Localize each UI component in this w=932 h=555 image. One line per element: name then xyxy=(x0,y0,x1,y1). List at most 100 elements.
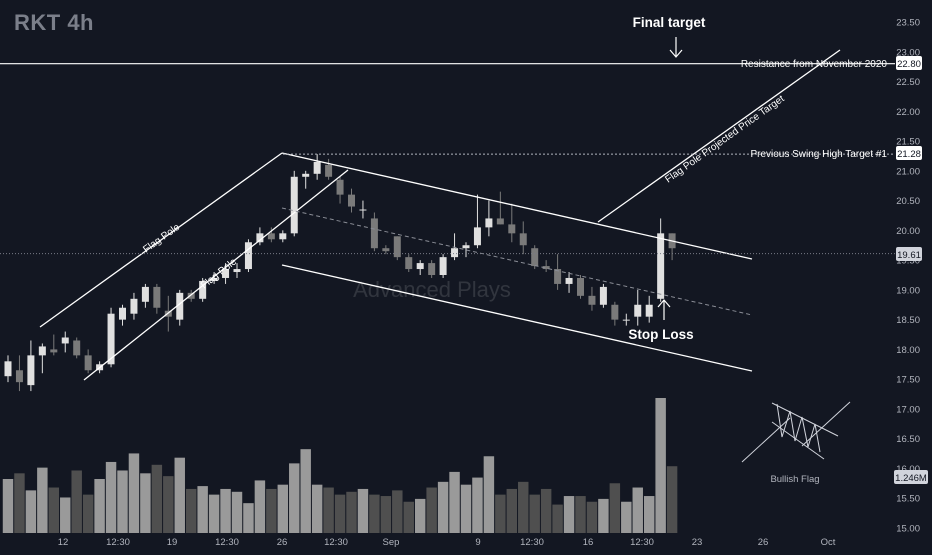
candle xyxy=(38,343,46,374)
time-axis[interactable]: 12 12:30 19 12:30 26 12:30 Sep 9 12:30 16 12:30 23 2… xyxy=(58,537,836,548)
bullish-flag-label: Bullish Flag xyxy=(770,474,819,485)
last-price-tag: 19.61 xyxy=(896,247,922,261)
candle-body xyxy=(359,209,367,211)
volume-bar xyxy=(60,497,71,533)
candle xyxy=(348,188,355,213)
volume-bar xyxy=(151,464,163,533)
candle xyxy=(542,260,550,273)
candle-body xyxy=(645,304,653,317)
volume-bar xyxy=(563,496,575,533)
candle-body xyxy=(290,176,298,234)
candle-body xyxy=(508,224,516,234)
final-target-label: Final target xyxy=(633,15,706,30)
time-axis-tick: Oct xyxy=(821,537,836,548)
price-axis-tick: 23.00 xyxy=(896,47,920,58)
candle-body xyxy=(554,269,562,284)
candle xyxy=(496,191,504,225)
candle-body xyxy=(313,161,321,174)
volume-bar xyxy=(289,463,300,533)
volume-bar xyxy=(105,461,117,533)
flag-upper-channel-line xyxy=(281,152,753,260)
time-axis-tick: Sep xyxy=(383,537,400,548)
volume-bar xyxy=(2,479,14,533)
projected-target-label: Flag Pole Projected Price Target xyxy=(663,93,786,185)
candle xyxy=(27,340,35,392)
candle xyxy=(290,170,298,237)
volume-bar xyxy=(25,490,37,533)
volume-bar xyxy=(518,481,529,533)
volume-bar xyxy=(552,504,563,533)
candle xyxy=(519,221,527,255)
volume-bar xyxy=(14,473,25,533)
candle xyxy=(153,283,161,314)
candle xyxy=(473,194,481,249)
bullish-flag-icon xyxy=(741,401,851,463)
volume-bar xyxy=(632,487,643,533)
candle-body xyxy=(485,218,493,228)
candle xyxy=(313,154,321,180)
price-axis-tick: 19.50 xyxy=(896,256,920,267)
candle-body xyxy=(611,304,619,320)
price-axis-tick: 20.50 xyxy=(896,196,920,207)
candle-body xyxy=(473,227,481,246)
volume-bar xyxy=(380,496,392,533)
candle xyxy=(451,233,459,261)
volume-bar xyxy=(82,494,94,533)
candle-body xyxy=(382,248,390,252)
volume-bar xyxy=(231,491,243,533)
flag-pole-lower-line xyxy=(83,169,349,381)
candle-body xyxy=(325,164,333,177)
stop-loss-label: Stop Loss xyxy=(628,327,693,342)
price-axis-tick: 22.00 xyxy=(896,107,920,118)
time-axis-tick: 16 xyxy=(583,537,594,548)
candle xyxy=(256,227,264,246)
candle xyxy=(107,307,115,368)
volume-bar xyxy=(643,496,655,533)
volume-tag: 1.246M xyxy=(894,470,928,484)
candle xyxy=(84,349,92,374)
volume-bar xyxy=(94,479,105,533)
volume-bar xyxy=(403,501,414,533)
candle xyxy=(393,236,401,261)
candle xyxy=(187,289,195,302)
svg-text:21.28: 21.28 xyxy=(897,149,921,160)
candle xyxy=(428,260,436,278)
candle xyxy=(416,260,424,275)
candles xyxy=(4,154,676,392)
volume-bar xyxy=(472,477,483,533)
volume-bar xyxy=(254,480,266,533)
candle xyxy=(119,304,126,326)
candle xyxy=(657,218,665,302)
candle xyxy=(359,200,367,219)
swing-high-label: Previous Swing High Target #1 xyxy=(750,149,887,160)
candle-body xyxy=(4,361,12,377)
candle-body xyxy=(50,349,58,353)
volume-bar xyxy=(48,487,60,533)
flag-lower-channel-line xyxy=(281,264,753,372)
candle-body xyxy=(542,266,550,270)
volume-bar xyxy=(586,501,598,533)
volume-bar xyxy=(655,398,666,533)
candle-body xyxy=(348,194,355,207)
candle xyxy=(622,313,630,326)
stop-loss-arrowhead xyxy=(657,299,671,308)
candle-body xyxy=(107,313,115,365)
time-axis-tick: 12 xyxy=(58,537,69,548)
candle-body xyxy=(634,304,642,317)
candle xyxy=(210,272,218,284)
price-axis-tick: 16.50 xyxy=(896,434,920,445)
volume-bar xyxy=(621,501,632,533)
volume-bar xyxy=(300,449,311,533)
candle-body xyxy=(657,233,665,299)
candle xyxy=(50,334,58,356)
price-axis[interactable]: 23.50 23.00 22.50 22.00 21.50 21.00 20.50 20.00… xyxy=(896,18,920,535)
candle-body xyxy=(130,298,138,314)
volume-bar xyxy=(483,456,495,533)
candle xyxy=(233,263,241,278)
candle-body xyxy=(187,292,195,299)
candle-body xyxy=(38,346,46,356)
price-axis-tick: 15.00 xyxy=(896,524,920,535)
candle-body xyxy=(15,370,23,383)
volume-bar xyxy=(598,498,609,533)
